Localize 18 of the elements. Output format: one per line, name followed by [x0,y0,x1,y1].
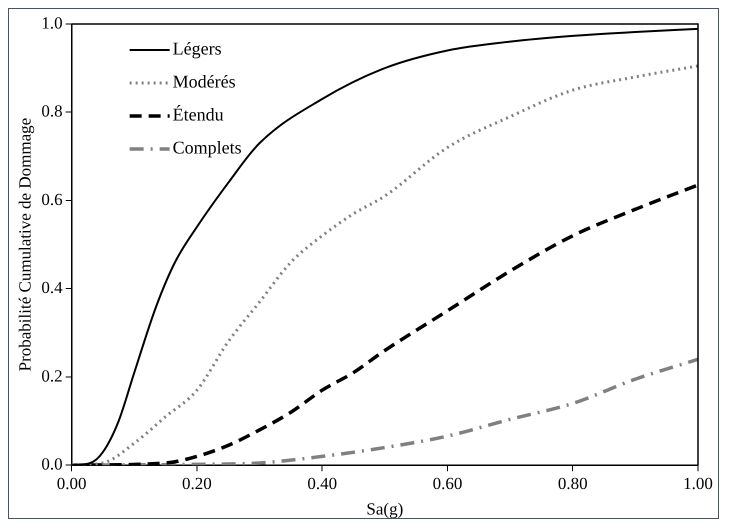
y-tick-label: 0.0 [41,454,63,474]
x-tick-label: 0.60 [432,474,462,493]
y-tick-label: 0.8 [41,102,63,121]
y-tick-label: 0.2 [41,366,63,386]
y-tick-label: 0.6 [41,190,63,209]
x-axis-title: Sa(g) [366,499,404,518]
x-tick-label: 0.20 [182,474,212,493]
y-tick-label: 1.0 [41,13,63,32]
y-tick-label: 0.4 [41,278,64,298]
x-tick-label: 0.80 [558,474,588,493]
legend-label: Légers [172,38,222,59]
x-tick-label: 0.00 [56,474,87,493]
legend-label: Complets [172,138,242,158]
x-tick-label: 1.00 [683,474,713,493]
legend-label: Modérés [172,72,236,92]
x-tick-label: 0.40 [307,474,338,493]
legend-label: Étendu [172,104,224,125]
y-axis-title: Probabilité Cumulative de Dommage [16,118,35,372]
